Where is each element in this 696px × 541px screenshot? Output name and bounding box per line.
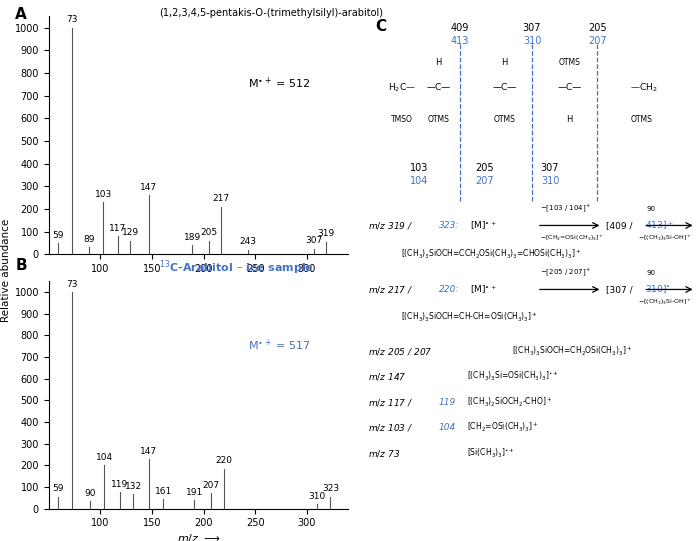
Text: B: B	[15, 259, 27, 274]
Text: TMSO: TMSO	[391, 115, 413, 124]
Text: $m/z$ 117 /: $m/z$ 117 /	[368, 397, 413, 408]
Text: $-$[(CH$_3$)$_3$Si-OH]$^+$: $-$[(CH$_3$)$_3$Si-OH]$^+$	[638, 233, 692, 243]
Text: 73: 73	[67, 15, 78, 24]
Text: $-$[103 / 104]$^+$: $-$[103 / 104]$^+$	[540, 203, 592, 214]
Text: —CH$_2$: —CH$_2$	[630, 81, 658, 94]
Text: 103: 103	[410, 163, 428, 173]
Text: $m/z$ 319 /: $m/z$ 319 /	[368, 220, 413, 231]
Text: 119: 119	[111, 480, 129, 489]
Text: [M]$^{\bullet+}$: [M]$^{\bullet+}$	[470, 283, 496, 296]
Text: 59: 59	[52, 230, 64, 240]
Text: $m/z$ 205 / 207: $m/z$ 205 / 207	[368, 346, 433, 357]
Text: 104: 104	[438, 423, 456, 432]
Text: A: A	[15, 7, 27, 22]
Text: [(CH$_3$)$_3$SiOCH=CH-CH=OSi(CH$_3$)$_3$]$^+$: [(CH$_3$)$_3$SiOCH=CH-CH=OSi(CH$_3$)$_3$…	[401, 311, 538, 324]
Text: 104: 104	[96, 453, 113, 462]
Text: $m/z$ 147: $m/z$ 147	[368, 371, 407, 382]
Text: 189: 189	[184, 233, 200, 242]
Text: —C—: —C—	[557, 83, 582, 92]
Text: $^{12}$C-Arabitol – standard: $^{12}$C-Arabitol – standard	[159, 0, 303, 2]
Text: OTMS: OTMS	[559, 58, 580, 67]
Text: 310: 310	[308, 492, 326, 500]
Text: 217: 217	[212, 194, 230, 203]
Text: 59: 59	[52, 484, 64, 493]
Text: 90: 90	[647, 206, 656, 212]
Text: M$^{\bullet+}$ = 517: M$^{\bullet+}$ = 517	[248, 337, 310, 353]
Text: 409: 409	[451, 23, 469, 34]
Text: —C—: —C—	[427, 83, 451, 92]
Text: 323:: 323:	[438, 221, 459, 230]
Text: 220: 220	[216, 456, 232, 465]
Text: [(CH$_3$)$_3$Si=OSi(CH$_3$)$_3$]$^{\bullet+}$: [(CH$_3$)$_3$Si=OSi(CH$_3$)$_3$]$^{\bull…	[466, 370, 558, 383]
Text: H: H	[567, 115, 573, 124]
Text: 205: 205	[588, 23, 607, 34]
Text: [Si(CH$_3$)$_3$]$^{\bullet+}$: [Si(CH$_3$)$_3$]$^{\bullet+}$	[466, 447, 514, 460]
Text: [307 /: [307 /	[606, 285, 635, 294]
Text: 104: 104	[410, 176, 428, 186]
Text: (1,2,3,4,5-pentakis-O-(trimethylsilyl)-arabitol): (1,2,3,4,5-pentakis-O-(trimethylsilyl)-a…	[159, 8, 383, 18]
Text: [409 /: [409 /	[606, 221, 635, 230]
Text: H$_2$C—: H$_2$C—	[388, 81, 416, 94]
Text: 90: 90	[84, 489, 96, 498]
Text: 310: 310	[541, 176, 559, 186]
X-axis label: $m/z$ $\longrightarrow$: $m/z$ $\longrightarrow$	[177, 532, 220, 541]
Text: 90: 90	[647, 270, 656, 276]
Text: $-$[CH$_2$=OSi(CH$_3$)$_3$]$^+$: $-$[CH$_2$=OSi(CH$_3$)$_3$]$^+$	[540, 233, 604, 243]
Text: $m/z$ 217 /: $m/z$ 217 /	[368, 284, 413, 295]
Text: 207: 207	[475, 176, 494, 186]
Text: $-$[(CH$_3$)$_3$Si-OH]$^+$: $-$[(CH$_3$)$_3$Si-OH]$^+$	[638, 298, 692, 307]
Text: 205: 205	[475, 163, 494, 173]
Text: 147: 147	[141, 183, 157, 192]
Text: 207: 207	[202, 481, 219, 490]
Text: 73: 73	[67, 280, 78, 289]
Text: $-$[205 / 207]$^+$: $-$[205 / 207]$^+$	[540, 267, 592, 279]
Text: 205: 205	[200, 228, 217, 237]
Text: 323: 323	[322, 484, 339, 493]
Text: OTMS: OTMS	[630, 115, 652, 124]
Text: C: C	[375, 19, 386, 34]
Text: 117: 117	[109, 224, 127, 233]
Text: 89: 89	[84, 235, 95, 244]
Text: 310]$^{\bullet}$: 310]$^{\bullet}$	[645, 283, 670, 295]
Text: [(CH$_3$)$_3$SiOCH=CH$_2$OSi(CH$_3$)$_3$]$^+$: [(CH$_3$)$_3$SiOCH=CH$_2$OSi(CH$_3$)$_3$…	[512, 345, 633, 358]
Text: M$^{\bullet+}$ = 512: M$^{\bullet+}$ = 512	[248, 75, 310, 91]
Text: $m/z$ 73: $m/z$ 73	[368, 448, 401, 459]
Text: [(CH$_3$)$_3$SiOCH=CCH$_2$OSi(CH$_3$)$_3$=CHOSi(CH$_3$)$_3$]$^+$: [(CH$_3$)$_3$SiOCH=CCH$_2$OSi(CH$_3$)$_3…	[401, 248, 582, 261]
Text: 413: 413	[451, 36, 469, 46]
Text: 132: 132	[125, 482, 142, 491]
Text: 147: 147	[141, 446, 157, 456]
Text: 310: 310	[523, 36, 541, 46]
Text: [CH$_2$=OSi(CH$_3$)$_3$]$^+$: [CH$_2$=OSi(CH$_3$)$_3$]$^+$	[466, 421, 538, 434]
Text: $^{13}$C-Arabitol – ice sample: $^{13}$C-Arabitol – ice sample	[159, 259, 315, 277]
Text: 191: 191	[186, 487, 203, 497]
Text: 119: 119	[438, 398, 456, 407]
Text: —C—: —C—	[492, 83, 516, 92]
Text: $m/z$ 103 /: $m/z$ 103 /	[368, 423, 413, 433]
Text: 307: 307	[523, 23, 541, 34]
Text: 307: 307	[541, 163, 560, 173]
Text: H: H	[436, 58, 442, 67]
Text: 129: 129	[122, 228, 139, 237]
Text: [M]$^{\bullet+}$: [M]$^{\bullet+}$	[470, 219, 496, 232]
Text: 243: 243	[239, 237, 256, 246]
Text: Relative abundance: Relative abundance	[1, 219, 10, 322]
Text: 161: 161	[155, 486, 172, 496]
Text: OTMS: OTMS	[493, 115, 515, 124]
Text: 207: 207	[588, 36, 607, 46]
Text: 307: 307	[306, 236, 322, 245]
Text: [(CH$_3$)$_2$SiOCH$_2$-CHO]$^+$: [(CH$_3$)$_2$SiOCH$_2$-CHO]$^+$	[466, 395, 552, 409]
Text: 413]$^+$: 413]$^+$	[645, 219, 674, 232]
Text: OTMS: OTMS	[428, 115, 450, 124]
Text: H: H	[501, 58, 507, 67]
Text: 220:: 220:	[438, 285, 459, 294]
Text: 103: 103	[95, 190, 112, 199]
Text: 319: 319	[317, 229, 335, 239]
